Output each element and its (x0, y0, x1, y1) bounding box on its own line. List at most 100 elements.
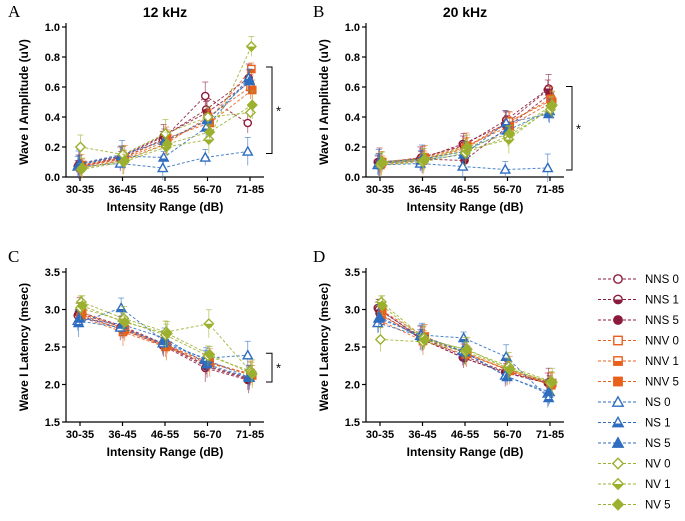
y-tick-label: 0.6 (45, 82, 60, 94)
marker-outline (499, 163, 512, 174)
marker-outline (241, 349, 254, 360)
marker-outline (613, 315, 623, 325)
data-point (245, 40, 257, 53)
x-tick-label: 46-55 (451, 184, 479, 196)
x-axis-label: Intensity Range (dB) (407, 200, 524, 214)
panel-title: 20 kHz (443, 4, 487, 20)
marker-outline (246, 368, 258, 380)
data-point (419, 334, 431, 346)
y-axis-label: Wave I Latency (msec) (317, 283, 331, 411)
panel-b: B 20 kHz 0.0 0.2 0.4 0.6 0.8 1.0 30-35 36-45 46-55… (313, 2, 581, 214)
x-tick-label: 46-55 (151, 184, 179, 196)
series-line (82, 89, 253, 166)
data-point (419, 153, 431, 165)
series-line (381, 315, 552, 386)
y-tick-label: 0.0 (45, 172, 60, 184)
series-line (381, 301, 552, 382)
marker-half-fill (204, 323, 214, 329)
y-tick-label: 1.5 (345, 417, 360, 429)
marker-half-fill (246, 46, 256, 52)
data-point (456, 160, 469, 171)
marker-outline (611, 498, 625, 511)
series-line (78, 307, 249, 378)
x-tick-label: 30-35 (66, 184, 94, 196)
marker-outline (546, 99, 558, 111)
y-tick-label: 2.0 (345, 380, 360, 392)
marker-outline (74, 141, 87, 153)
legend-label: NNS 0 (645, 274, 679, 286)
x-tick-label: 30-35 (366, 429, 394, 441)
data-point (461, 343, 473, 355)
data-point (73, 312, 86, 323)
x-tick-label: 30-35 (66, 429, 94, 441)
x-tick-label: 56-70 (493, 429, 521, 441)
marker-outline (73, 312, 86, 323)
marker-outline (613, 335, 623, 346)
x-tick-label: 36-45 (408, 184, 436, 196)
data-point (201, 358, 213, 369)
marker-outline (246, 99, 258, 111)
y-tick-label: 0.8 (45, 52, 60, 64)
y-tick-label: 2.5 (345, 342, 360, 354)
data-point (546, 99, 558, 111)
series-line (378, 318, 549, 399)
y-tick-label: 0.0 (345, 172, 360, 184)
marker-half-fill (159, 342, 169, 345)
legend-marker (613, 274, 623, 284)
significance-bracket (566, 86, 573, 171)
x-tick-label: 56-70 (493, 184, 521, 196)
marker-outline (119, 316, 131, 328)
marker-outline (119, 154, 131, 167)
marker-outline (373, 310, 386, 322)
y-tick-label: 0.4 (345, 112, 361, 124)
significance-bracket (266, 66, 273, 154)
data-point (243, 74, 256, 86)
marker-outline (611, 457, 625, 470)
marker-outline (546, 376, 558, 388)
panel-letter: A (8, 2, 21, 21)
marker-outline (244, 106, 257, 119)
data-point (499, 163, 512, 174)
legend-label: NV 1 (645, 479, 671, 491)
series-line (80, 307, 251, 372)
y-tick-label: 2.0 (45, 380, 60, 392)
legend-item-nv-0: NV 0 (598, 457, 671, 471)
marker-outline (76, 300, 88, 312)
data-point (199, 151, 212, 162)
legend-label: NNV 0 (645, 336, 679, 348)
panel-letter: D (313, 247, 325, 266)
series-ns-5 (373, 308, 556, 404)
data-point (157, 151, 170, 162)
significance-bracket (266, 352, 273, 383)
x-axis-label: Intensity Range (dB) (107, 200, 224, 214)
x-tick-label: 36-45 (108, 429, 136, 441)
legend-item-nv-5: NV 5 (598, 498, 671, 512)
data-point (243, 118, 253, 128)
series-nv-1 (75, 36, 257, 176)
x-tick-label: 46-55 (151, 429, 179, 441)
marker-outline (419, 334, 431, 346)
data-point (200, 91, 210, 101)
y-tick-label: 2.5 (45, 342, 60, 354)
marker-outline (374, 333, 387, 346)
legend-item-nv-1: NV 1 (598, 477, 671, 491)
legend-label: NV 5 (645, 500, 671, 512)
legend-item-nnv-1: NNV 1 (598, 356, 679, 368)
marker-outline (461, 141, 473, 153)
marker-outline (541, 161, 554, 173)
y-tick-label: 0.8 (345, 52, 360, 64)
data-point (504, 363, 516, 376)
series-nv-0 (74, 106, 257, 163)
legend-marker (611, 477, 625, 491)
marker-half-fill (74, 324, 84, 327)
x-tick-label: 71-85 (236, 184, 264, 196)
y-tick-label: 0.2 (45, 142, 60, 154)
marker-half-fill (204, 139, 214, 145)
significance-star: * (576, 121, 581, 136)
legend-label: NNS 5 (645, 315, 679, 327)
marker-half-fill (459, 339, 469, 342)
y-axis-label: Wave I Amplitude (uV) (17, 39, 31, 165)
legend-marker (613, 335, 623, 346)
x-axis-label: Intensity Range (dB) (407, 445, 524, 459)
marker-outline (613, 274, 623, 284)
